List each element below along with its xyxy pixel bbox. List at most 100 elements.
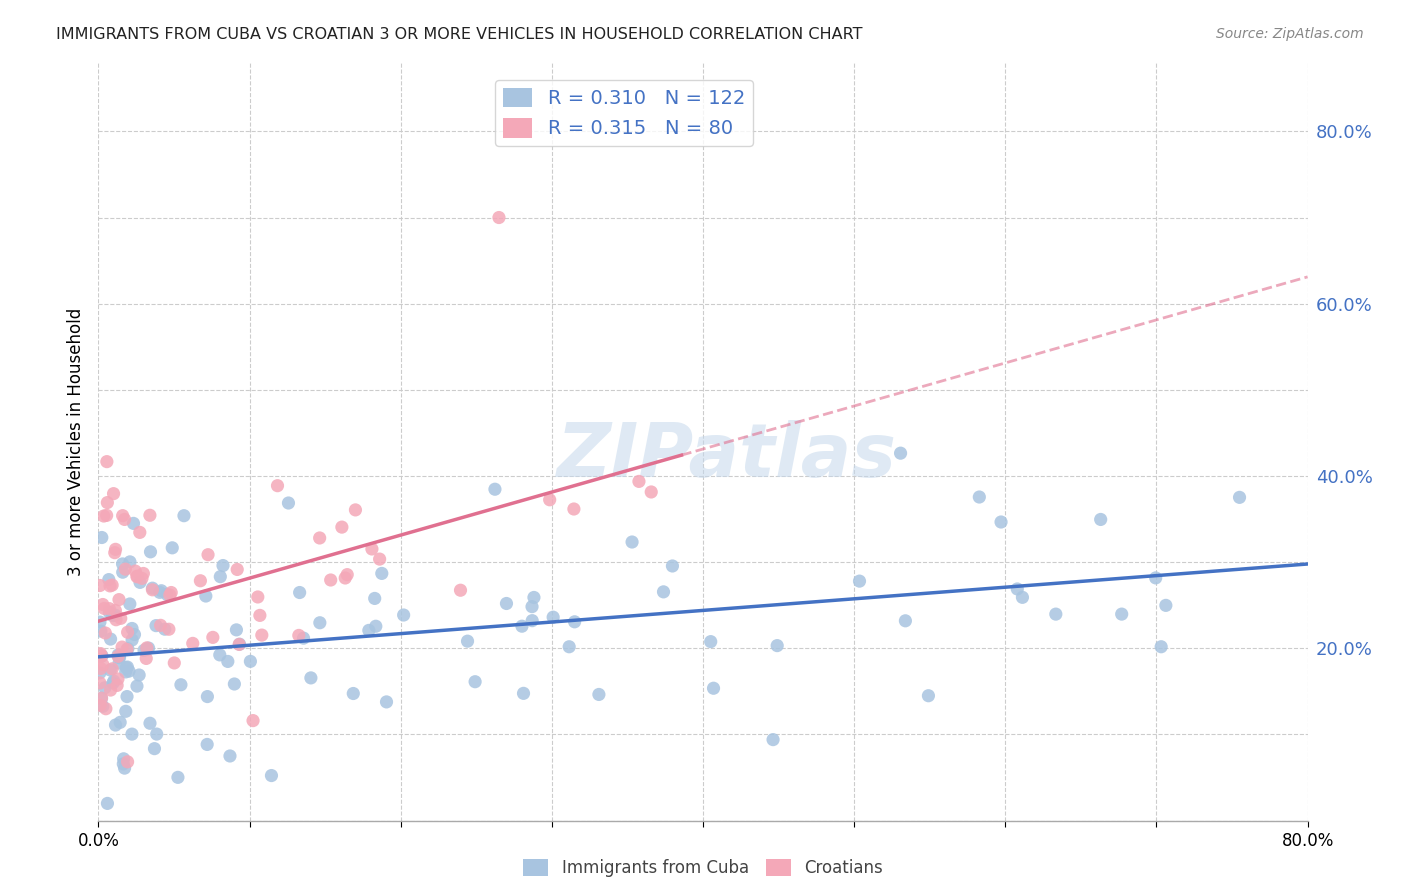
Point [226,562,249,576]
Point [117,660,139,674]
Point [124,627,146,641]
Point [121,622,143,636]
Point [135,651,157,665]
Point [149,618,172,632]
Point [160,585,183,599]
Point [522,614,544,628]
Point [103,674,125,689]
Point [239,654,262,668]
Point [588,688,610,702]
Point [90,531,112,545]
Point [105,613,128,627]
Point [112,752,135,766]
Point [100,632,122,646]
Point [520,599,543,614]
Point [93,601,115,615]
Point [260,768,283,782]
Point [197,690,219,704]
Point [135,640,157,655]
Point [107,649,129,664]
Point [1144,571,1167,585]
Point [121,727,143,741]
Point [131,571,153,585]
Point [89,698,111,713]
Point [117,755,139,769]
Point [181,636,204,650]
Point [195,738,218,752]
Point [98,601,121,615]
Point [170,678,193,692]
Point [224,677,246,691]
Point [208,648,231,662]
Point [228,637,250,651]
Point [128,525,150,540]
Point [249,608,271,623]
Point [111,640,134,654]
Point [139,716,162,731]
Point [156,587,179,601]
Point [91,648,114,663]
Point [308,531,330,545]
Point [319,573,342,587]
Point [101,608,124,623]
Point [990,515,1012,529]
Point [143,741,166,756]
Point [512,686,534,700]
Point [94,626,117,640]
Point [364,619,387,633]
Point [114,704,136,718]
Point [344,503,367,517]
Point [90,648,112,663]
Point [201,631,224,645]
Point [108,592,131,607]
Point [364,591,387,606]
Point [98,663,121,677]
Point [1150,640,1173,654]
Point [98,579,121,593]
Legend: R = 0.310   N = 122, R = 0.315   N = 80: R = 0.310 N = 122, R = 0.315 N = 80 [495,79,752,146]
Point [190,574,212,588]
Point [136,642,159,657]
Point [96,495,118,509]
Point [1229,491,1251,505]
Point [115,660,138,674]
Point [118,597,141,611]
Point [90,691,112,706]
Point [104,542,127,557]
Point [90,624,112,639]
Point [114,761,136,775]
Point [89,615,111,629]
Point [127,569,149,583]
Point [91,699,114,714]
Point [104,608,127,623]
Point [107,672,129,686]
Point [652,585,675,599]
Point [894,614,917,628]
Point [149,585,172,599]
Point [90,661,112,675]
Point [219,749,242,764]
Point [118,555,141,569]
Point [342,686,364,700]
Point [1154,599,1177,613]
Point [167,770,190,784]
Point [108,656,131,670]
Point [699,634,721,648]
Point [457,634,479,648]
Point [121,632,143,647]
Point [510,619,533,633]
Point [91,598,114,612]
Point [122,516,145,531]
Point [115,690,138,704]
Point [89,676,111,690]
Point [371,566,394,581]
Point [246,590,269,604]
Point [98,605,121,619]
Point [141,582,163,597]
Point [299,671,322,685]
Point [101,662,124,676]
Point [94,702,117,716]
Point [392,607,415,622]
Point [145,618,167,632]
Point [702,681,724,696]
